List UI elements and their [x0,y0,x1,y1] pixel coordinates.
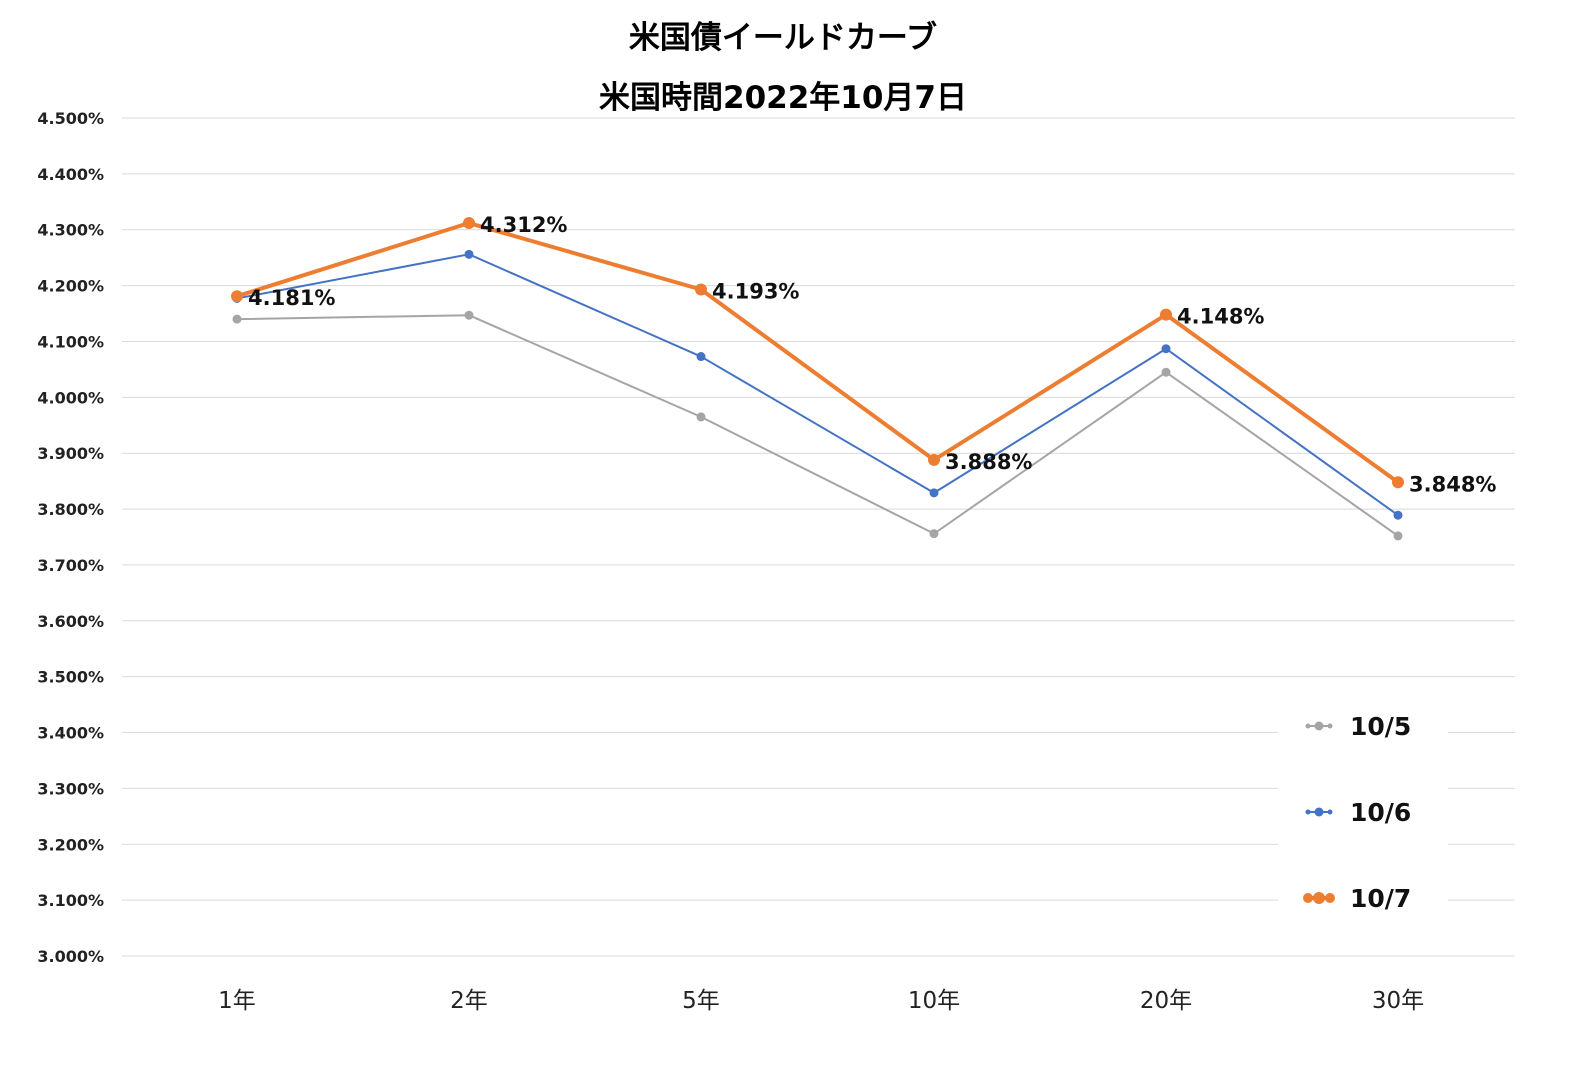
legend-marker [1305,723,1311,729]
x-tick-label: 5年 [682,988,720,1014]
y-tick-label: 3.800% [37,500,104,519]
legend-marker [1325,893,1335,903]
data-label: 4.193% [712,280,799,304]
y-tick-label: 3.500% [37,668,104,687]
series-line-10-5 [236,314,1399,537]
x-axis: 1年 2年 5年 10年 20年 30年 [218,988,1424,1014]
legend-label: 10/5 [1350,712,1411,741]
data-point [463,217,475,230]
y-tick-label: 4.300% [37,221,104,240]
y-tick-label: 4.000% [37,388,104,407]
series-line-10-6 [236,253,1399,517]
data-point [696,412,706,422]
data-point [1161,344,1171,354]
legend-marker [1327,723,1333,729]
data-labels: 4.181% 4.312% 4.193% 3.888% 4.148% 3.848% [248,213,1496,496]
legend-marker [1314,807,1324,817]
data-point [1392,476,1404,489]
y-tick-label: 3.200% [37,835,104,854]
data-label: 3.848% [1409,472,1496,496]
y-tick-label: 3.900% [37,444,104,463]
y-tick-label: 4.400% [37,165,104,184]
data-label: 3.888% [945,450,1032,474]
data-point [1393,531,1403,541]
data-point [464,310,474,320]
legend-label: 10/6 [1350,798,1411,827]
data-point [929,529,939,539]
legend-marker [1303,893,1313,903]
y-tick-label: 4.100% [37,332,104,351]
legend-marker [1314,721,1324,731]
chart-title: 米国債イールドカーブ [629,20,937,56]
data-label: 4.148% [1177,305,1264,329]
x-tick-label: 2年 [450,988,488,1014]
y-tick-label: 3.100% [37,891,104,910]
data-label: 4.312% [480,213,567,237]
data-point [1393,510,1403,520]
x-tick-label: 1年 [218,988,256,1014]
data-point [929,488,939,498]
y-tick-label: 3.000% [37,947,104,966]
legend-marker [1305,809,1311,815]
x-tick-label: 30年 [1372,988,1424,1014]
x-tick-label: 10年 [908,988,960,1014]
data-point [232,314,242,324]
series [231,217,1404,541]
y-tick-label: 4.500% [37,109,104,128]
chart-subtitle: 米国時間2022年10月7日 [599,80,967,116]
y-tick-label: 3.300% [37,779,104,798]
legend: 10/5 10/6 10/7 [1278,692,1448,942]
data-point [928,453,940,466]
legend-marker [1313,892,1325,904]
series-line-10-7 [236,221,1400,484]
data-point [1161,367,1171,377]
y-tick-label: 3.600% [37,612,104,631]
data-point [464,249,474,259]
y-tick-label: 3.700% [37,556,104,575]
gridlines [122,117,1515,957]
x-tick-label: 20年 [1140,988,1192,1014]
legend-label: 10/7 [1350,884,1411,913]
y-tick-label: 3.400% [37,724,104,743]
data-point [696,352,706,362]
y-axis: 3.000% 3.100% 3.200% 3.300% 3.400% 3.500% 3.60… [37,109,104,966]
data-point [231,290,243,303]
data-label: 4.181% [248,286,335,310]
data-point [1160,308,1172,321]
legend-marker [1327,809,1333,815]
data-point [695,283,707,296]
y-tick-label: 4.200% [37,277,104,296]
